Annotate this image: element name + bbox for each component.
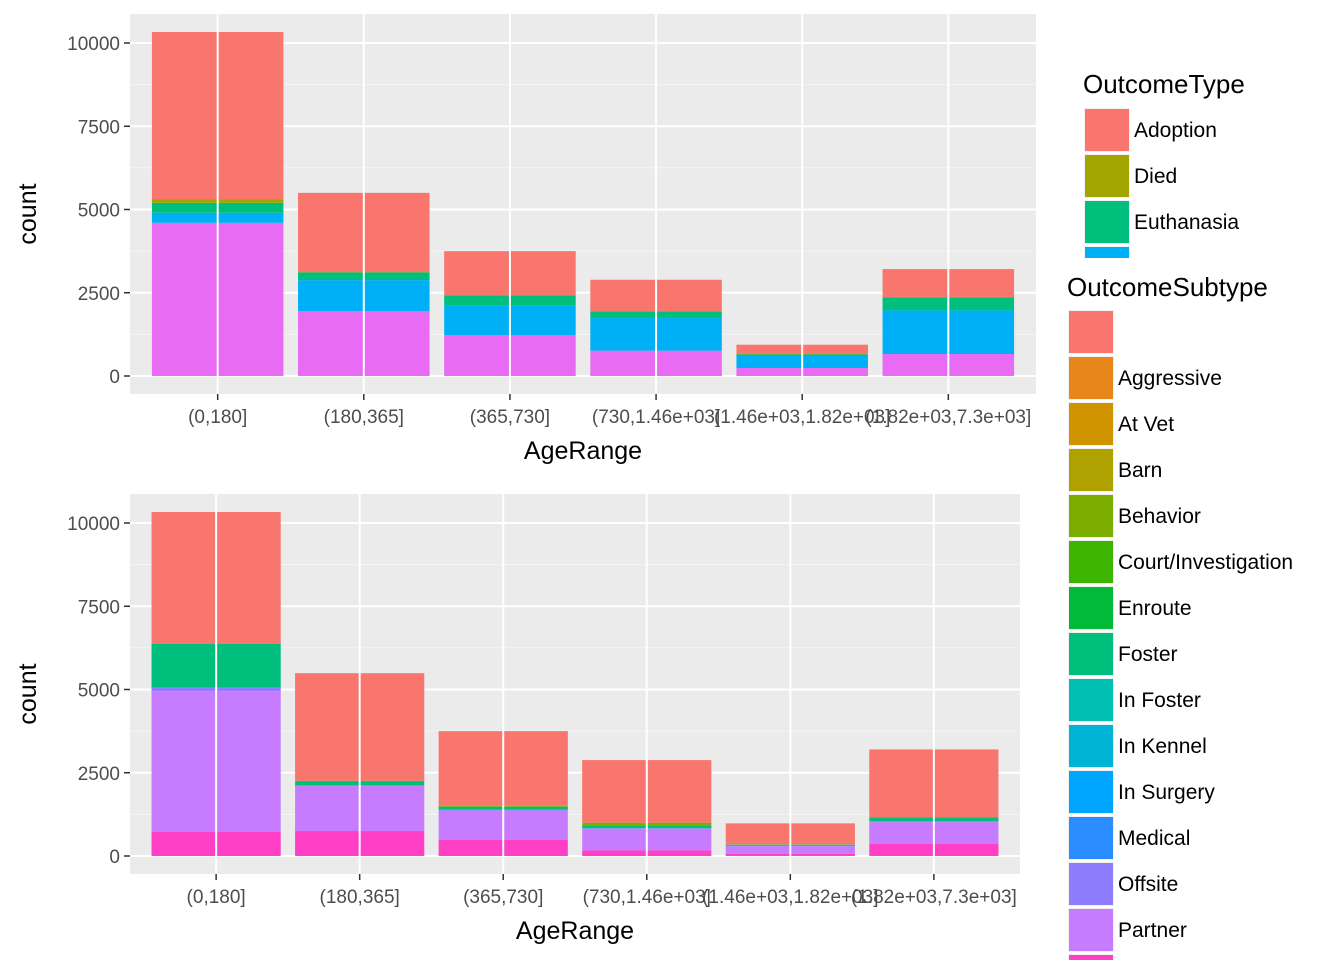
y-tick-label: 7500 <box>78 117 120 138</box>
legend-key <box>1069 541 1113 583</box>
legend-label: In Foster <box>1118 689 1201 712</box>
legend-label: Behavior <box>1118 505 1201 528</box>
y-tick-label: 2500 <box>78 284 120 305</box>
x-tick-label: (730,1.46e+03] <box>583 887 711 908</box>
legend-key <box>1069 311 1113 353</box>
legend-title: OutcomeType <box>1083 69 1245 99</box>
x-tick-label: (0,180] <box>187 887 246 908</box>
legend-label: Partner <box>1118 919 1187 942</box>
y-tick-label: 5000 <box>78 681 120 702</box>
legend-key <box>1069 909 1113 951</box>
legend-label: At Vet <box>1118 413 1174 436</box>
legend-key <box>1085 109 1129 151</box>
legend-title: OutcomeSubtype <box>1067 272 1268 302</box>
legend-key <box>1069 725 1113 767</box>
legend-key <box>1069 495 1113 537</box>
y-axis: 0 2500 5000 7500 10000 <box>67 514 130 868</box>
legend-label: In Kennel <box>1118 735 1207 758</box>
legend-1: OutcomeType Adoption Died Euthanasia <box>1083 69 1245 258</box>
x-axis-title: AgeRange <box>516 917 634 945</box>
legend-key <box>1069 863 1113 905</box>
y-tick-label: 0 <box>109 367 120 388</box>
legend-key <box>1069 449 1113 491</box>
legend-key <box>1069 633 1113 675</box>
legend-key <box>1085 247 1129 258</box>
x-tick-label: (365,730] <box>463 887 543 908</box>
x-tick-label: (0,180] <box>188 407 247 428</box>
legend-label: Died <box>1134 165 1177 188</box>
y-tick-label: 10000 <box>67 34 120 55</box>
x-axis-title: AgeRange <box>524 437 642 465</box>
legend-label: In Surgery <box>1118 781 1215 804</box>
y-axis-title: count <box>14 183 42 244</box>
legend-label: Barn <box>1118 459 1162 482</box>
legend-label: Offsite <box>1118 873 1178 896</box>
x-tick-label: (365,730] <box>470 407 550 428</box>
x-tick-label: (1.46e+03,1.82e+03] <box>702 887 878 908</box>
x-tick-label: (1.82e+03,7.3e+03] <box>865 407 1031 428</box>
legend-items: Aggressive At Vet Barn Behavior Court/Invest… <box>1068 310 1293 960</box>
legend-key <box>1069 679 1113 721</box>
legend-key <box>1085 201 1129 243</box>
chart-1: 0 2500 5000 7500 10000 (0,180] (180,365] (365,7… <box>14 14 1036 465</box>
legend-key <box>1069 403 1113 445</box>
legend-label: Euthanasia <box>1134 211 1239 234</box>
legend-key <box>1069 771 1113 813</box>
legend-items: Adoption Died Euthanasia <box>1084 108 1239 258</box>
legend-key <box>1069 817 1113 859</box>
x-tick-label: (1.46e+03,1.82e+03] <box>714 407 890 428</box>
y-tick-label: 5000 <box>78 201 120 222</box>
legend-key <box>1069 955 1113 960</box>
y-tick-label: 2500 <box>78 764 120 785</box>
x-tick-label: (180,365] <box>320 887 400 908</box>
x-axis: (0,180] (180,365] (365,730] (730,1.46e+03](… <box>187 874 1017 908</box>
legend-label: Foster <box>1118 643 1178 666</box>
y-tick-label: 0 <box>109 847 120 868</box>
y-axis-title: count <box>14 663 42 724</box>
legend-key <box>1069 357 1113 399</box>
legend-2: OutcomeSubtype Aggressive At Vet Barn Behavi… <box>1067 272 1293 960</box>
y-axis: 0 2500 5000 7500 10000 <box>67 34 130 388</box>
legend-key <box>1085 155 1129 197</box>
y-tick-label: 10000 <box>67 514 120 535</box>
legend-label: Medical <box>1118 827 1190 850</box>
legend-label: Aggressive <box>1118 367 1222 390</box>
x-tick-label: (1.82e+03,7.3e+03] <box>851 887 1017 908</box>
legend-label: Court/Investigation <box>1118 551 1293 574</box>
y-tick-label: 7500 <box>78 597 120 618</box>
x-tick-label: (730,1.46e+03] <box>592 407 720 428</box>
x-tick-label: (180,365] <box>324 407 404 428</box>
legend-key <box>1069 587 1113 629</box>
x-axis: (0,180] (180,365] (365,730] (730,1.46e+03](… <box>188 394 1031 428</box>
legend-label: Adoption <box>1134 119 1217 142</box>
legend-label: Enroute <box>1118 597 1192 620</box>
chart-2: 0 2500 5000 7500 10000 (0,180] (180,365] (365,7… <box>14 494 1020 945</box>
